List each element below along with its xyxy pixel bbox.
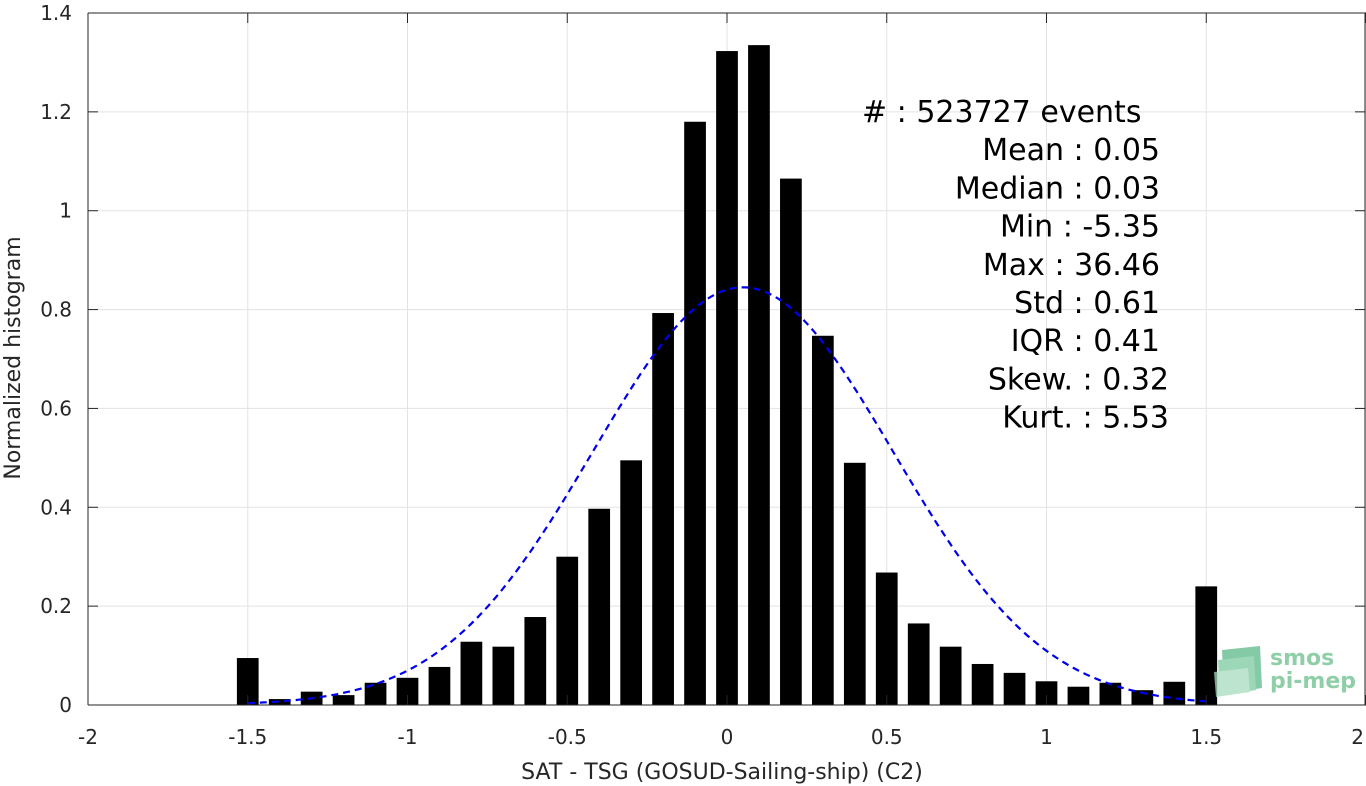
stat-line-7: Skew. : 0.32 — [988, 362, 1169, 397]
bar-19 — [843, 462, 866, 705]
y-axis-label: Normalized histogram — [1, 236, 26, 479]
bar-26 — [1067, 686, 1090, 705]
bar-4 — [364, 682, 387, 705]
bar-23 — [971, 663, 994, 705]
stat-line-6: IQR : 0.41 — [1011, 324, 1160, 359]
stat-line-1: Mean : 0.05 — [982, 133, 1160, 168]
bar-29 — [1163, 681, 1186, 705]
y-tick-label-2: 0.4 — [40, 495, 72, 519]
bar-10 — [556, 556, 579, 705]
y-tick-label-1: 0.2 — [40, 594, 72, 618]
logo-line2: pi-mep — [1270, 669, 1356, 694]
bar-13 — [652, 313, 674, 705]
bar-7 — [460, 641, 483, 705]
smos-pi-mep-logo: smos pi-mep — [1214, 646, 1356, 697]
y-tick-label-4: 0.8 — [40, 298, 72, 322]
histogram-bars — [236, 45, 1218, 706]
bar-8 — [492, 646, 515, 705]
x-tick-label-4: 0 — [721, 725, 734, 749]
x-tick-label-0: -2 — [78, 725, 98, 749]
bar-25 — [1035, 681, 1058, 705]
bar-12 — [620, 460, 643, 705]
bar-15 — [716, 51, 738, 706]
bar-17 — [780, 178, 802, 706]
bar-30 — [1195, 586, 1218, 705]
bar-3 — [332, 695, 355, 705]
x-tick-label-1: -1.5 — [228, 725, 267, 749]
bar-16 — [748, 45, 770, 706]
tick-labels: -2 -1.5 -1 -0.5 0 0.5 1 1.5 2 0 0.2 0.4 0.6 0.8 1 1.2 1.… — [40, 1, 1366, 749]
bar-14 — [684, 121, 706, 705]
y-tick-label-5: 1 — [59, 199, 72, 223]
bar-27 — [1099, 682, 1122, 705]
x-tick-label-8: 2 — [1351, 725, 1364, 749]
stat-line-8: Kurt. : 5.53 — [1002, 401, 1169, 436]
bar-20 — [875, 572, 898, 705]
x-tick-label-5: 0.5 — [871, 725, 903, 749]
x-tick-label-2: -1 — [398, 725, 418, 749]
bar-18 — [811, 335, 834, 705]
stat-line-4: Max : 36.46 — [983, 248, 1160, 283]
normal-fit-curve — [247, 286, 1207, 705]
bar-0 — [236, 658, 259, 705]
stat-line-3: Min : -5.35 — [1000, 210, 1160, 245]
bar-9 — [524, 617, 547, 705]
bar-21 — [907, 623, 930, 705]
fit-curve-line — [247, 286, 1207, 705]
stat-line-0: # : 523727 events — [862, 95, 1141, 130]
x-tick-label-7: 1.5 — [1190, 725, 1222, 749]
x-tick-label-6: 1 — [1040, 725, 1053, 749]
x-tick-label-3: -0.5 — [548, 725, 587, 749]
bar-6 — [428, 666, 451, 705]
bar-11 — [588, 508, 611, 705]
bar-24 — [1003, 672, 1026, 705]
y-tick-label-3: 0.6 — [40, 396, 72, 420]
stat-line-2: Median : 0.03 — [955, 171, 1160, 206]
x-axis-label: SAT - TSG (GOSUD-Sailing-ship) (C2) — [521, 760, 923, 785]
bar-28 — [1131, 690, 1154, 705]
bar-5 — [396, 677, 419, 705]
stat-line-5: Std : 0.61 — [1014, 286, 1160, 321]
bar-1 — [268, 699, 291, 705]
logo-mark-icon — [1214, 646, 1262, 697]
y-tick-label-7: 1.4 — [40, 1, 72, 25]
logo-line1: smos — [1270, 646, 1334, 671]
bar-22 — [939, 646, 962, 705]
y-tick-label-0: 0 — [59, 693, 72, 717]
y-tick-label-6: 1.2 — [40, 100, 72, 124]
